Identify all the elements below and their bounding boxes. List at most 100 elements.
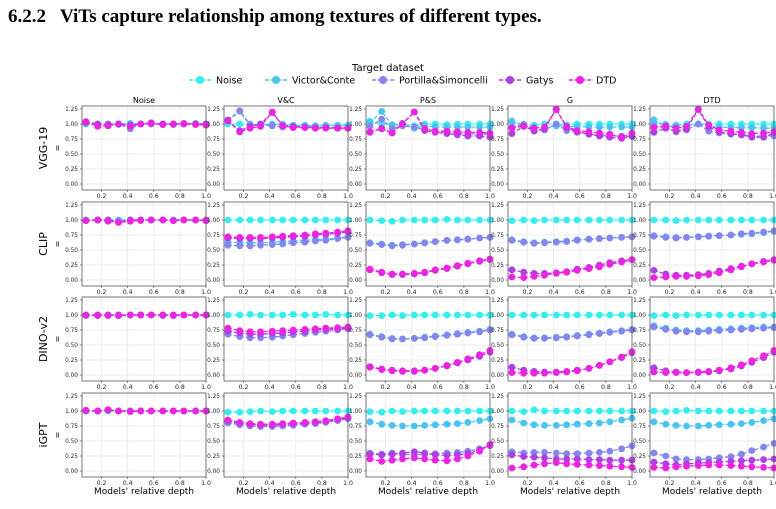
point-s0-7 bbox=[727, 216, 735, 224]
point-s4-10 bbox=[334, 228, 341, 236]
point-s0-9 bbox=[464, 311, 472, 319]
point-s0-4 bbox=[694, 407, 702, 415]
xtick-label-3: 0.8 bbox=[317, 193, 327, 200]
legend-label-2: Portilla&Simoncelli bbox=[399, 76, 488, 87]
point-s4-1 bbox=[662, 464, 670, 472]
section-number: 6.2.2 bbox=[8, 6, 46, 27]
point-s0-2 bbox=[246, 311, 254, 318]
point-s0-10 bbox=[334, 216, 341, 224]
point-s1-0 bbox=[366, 418, 374, 426]
point-s2-5 bbox=[421, 334, 429, 342]
point-s4-1 bbox=[378, 458, 386, 465]
point-s4-11 bbox=[770, 256, 776, 264]
point-s4-10 bbox=[192, 216, 200, 224]
point-s2-11 bbox=[770, 227, 776, 235]
column-title-3: G bbox=[567, 96, 573, 105]
x-axis-label: Models' relative depth bbox=[236, 487, 336, 497]
ytick-label-4: 1.00 bbox=[349, 218, 362, 224]
point-s2-1 bbox=[662, 326, 670, 333]
point-s4-7 bbox=[727, 364, 735, 372]
xtick-label-3: 0.8 bbox=[317, 480, 327, 487]
point-s0-1 bbox=[378, 312, 386, 319]
panel-frame bbox=[365, 296, 491, 382]
ytick-label-4: 1.00 bbox=[207, 409, 220, 415]
point-s0-9 bbox=[464, 216, 472, 224]
xtick-label-2: 0.6 bbox=[717, 289, 727, 296]
point-s0-6 bbox=[289, 407, 297, 415]
point-s3-0 bbox=[650, 129, 658, 136]
ytick-label-3: 0.75 bbox=[491, 233, 504, 239]
ytick-label-0: 0.00 bbox=[65, 469, 78, 475]
point-s0-2 bbox=[388, 311, 396, 319]
panel-frame bbox=[507, 296, 633, 382]
point-s1-5 bbox=[421, 422, 429, 429]
section-title: ViTs capture relationship among textures… bbox=[60, 6, 542, 27]
point-s4-9 bbox=[464, 129, 472, 136]
point-s4-4 bbox=[552, 106, 560, 113]
point-s4-10 bbox=[476, 351, 483, 358]
point-s2-0 bbox=[366, 123, 374, 130]
column-title-4: DTD bbox=[703, 96, 720, 105]
point-s1-9 bbox=[464, 123, 472, 131]
point-s2-4 bbox=[268, 122, 276, 130]
point-s4-4 bbox=[694, 105, 702, 113]
xtick-label-4: 1.0 bbox=[485, 480, 495, 487]
point-s4-4 bbox=[126, 217, 134, 225]
ytick-label-0: 0.00 bbox=[207, 469, 220, 475]
panel-r1-c4: 0.00 0.25 0.50 0.75 1.00 1.25 0.2 0.4 0.6 0.8 1.0 bbox=[633, 201, 776, 296]
ytick-label-5: 1.25 bbox=[349, 107, 362, 113]
panel-frame bbox=[507, 392, 633, 478]
point-s4-8 bbox=[596, 462, 603, 469]
panel-r2-c2: 0.00 0.25 0.50 0.75 1.00 1.25 0.2 0.4 0.6 0.8 1.0 bbox=[349, 296, 495, 391]
ytick-label-4: 1.00 bbox=[65, 409, 78, 415]
xtick-label-2: 0.6 bbox=[149, 289, 159, 296]
xtick-label-0: 0.2 bbox=[239, 193, 249, 200]
point-s0-3 bbox=[399, 216, 406, 224]
point-s0-5 bbox=[705, 407, 713, 415]
point-s0-8 bbox=[312, 311, 319, 319]
point-s4-5 bbox=[563, 123, 571, 130]
xtick-label-1: 0.4 bbox=[691, 289, 701, 296]
ytick-label-0: 0.00 bbox=[349, 373, 362, 379]
point-s1-1 bbox=[378, 420, 386, 428]
panel-frame bbox=[365, 105, 491, 191]
point-s4-3 bbox=[541, 271, 548, 279]
point-s3-0 bbox=[650, 267, 658, 274]
xtick-label-4: 1.0 bbox=[201, 480, 211, 487]
ytick-label-0: 0.00 bbox=[65, 182, 78, 188]
ytick-label-4: 1.00 bbox=[633, 313, 646, 319]
point-s4-0 bbox=[224, 233, 232, 241]
point-s4-3 bbox=[683, 462, 690, 470]
point-s4-2 bbox=[104, 217, 112, 225]
point-s4-6 bbox=[715, 126, 723, 134]
point-s4-3 bbox=[399, 270, 406, 278]
point-s4-11 bbox=[770, 347, 776, 354]
ytick-label-0: 0.00 bbox=[349, 469, 362, 475]
point-s4-7 bbox=[301, 419, 309, 426]
point-s0-1 bbox=[662, 311, 670, 319]
ytick-label-3: 0.75 bbox=[633, 424, 646, 430]
panel-frame bbox=[507, 201, 633, 287]
panel-r3-c4: 0.00 0.25 0.50 0.75 1.00 1.25 0.2 0.4 0.6 0.8 1.0 M… bbox=[633, 392, 776, 497]
point-s4-6 bbox=[573, 461, 581, 468]
point-s4-1 bbox=[94, 216, 102, 224]
point-s0-5 bbox=[563, 311, 571, 319]
point-s4-9 bbox=[748, 463, 756, 471]
ytick-label-0: 0.00 bbox=[491, 469, 504, 475]
ytick-label-3: 0.75 bbox=[491, 424, 504, 430]
ytick-label-5: 1.25 bbox=[491, 394, 504, 400]
point-s1-9 bbox=[606, 418, 614, 426]
point-s3-9 bbox=[748, 456, 756, 464]
point-s4-3 bbox=[115, 120, 122, 128]
panel-frame bbox=[649, 392, 775, 478]
point-s0-6 bbox=[715, 216, 723, 224]
ytick-label-4: 1.00 bbox=[491, 313, 504, 319]
xtick-label-4: 1.0 bbox=[627, 384, 637, 391]
xtick-label-0: 0.2 bbox=[665, 193, 675, 200]
point-s0-0 bbox=[224, 311, 232, 319]
ytick-label-2: 0.50 bbox=[633, 152, 646, 158]
point-s2-1 bbox=[378, 333, 386, 341]
point-s4-9 bbox=[606, 130, 614, 138]
point-s4-5 bbox=[705, 461, 713, 469]
ytick-label-1: 0.25 bbox=[633, 167, 646, 173]
